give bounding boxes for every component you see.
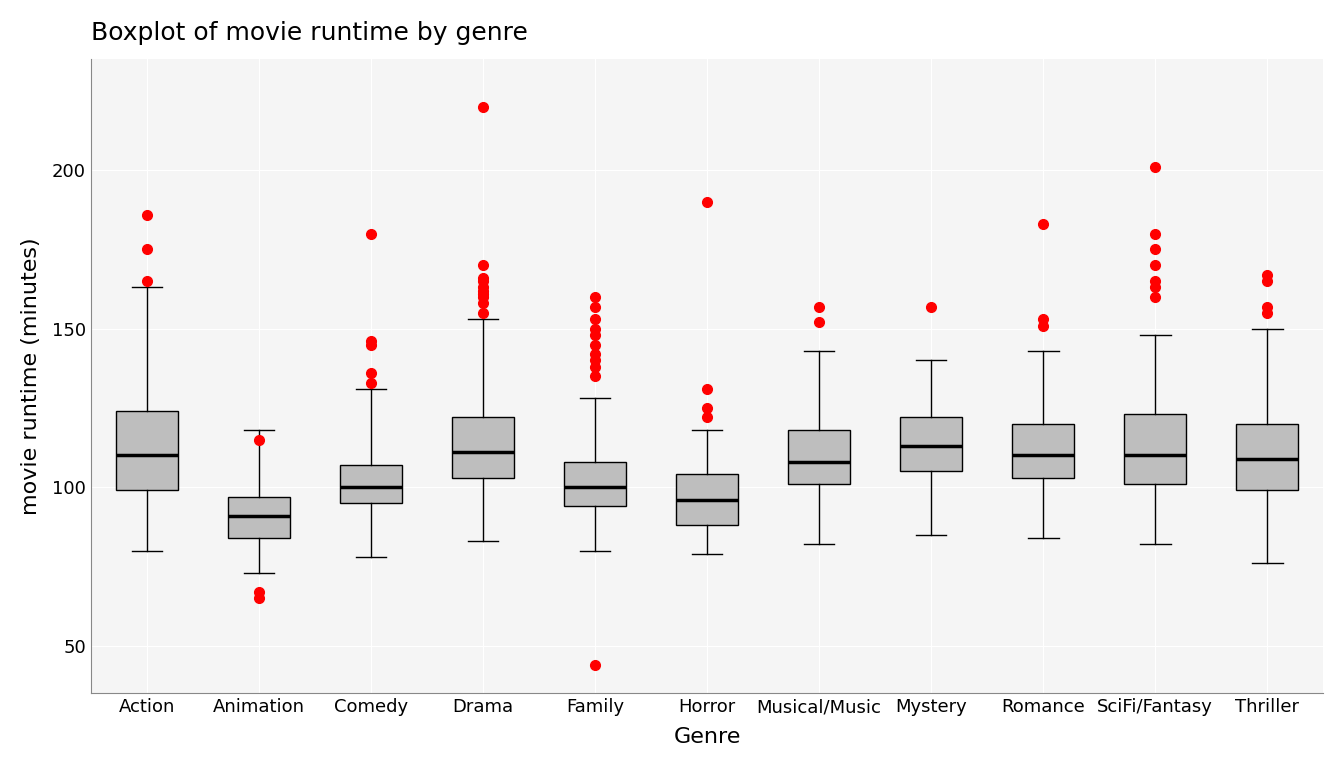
PathPatch shape: [564, 462, 626, 506]
PathPatch shape: [900, 418, 962, 472]
PathPatch shape: [1012, 424, 1074, 478]
PathPatch shape: [676, 475, 738, 525]
Y-axis label: movie runtime (minutes): movie runtime (minutes): [22, 237, 40, 515]
Text: Boxplot of movie runtime by genre: Boxplot of movie runtime by genre: [91, 21, 528, 45]
PathPatch shape: [228, 497, 290, 538]
PathPatch shape: [452, 418, 513, 478]
PathPatch shape: [1125, 414, 1185, 484]
PathPatch shape: [340, 465, 402, 503]
PathPatch shape: [789, 430, 849, 484]
X-axis label: Genre: Genre: [673, 727, 741, 747]
PathPatch shape: [116, 411, 177, 490]
PathPatch shape: [1236, 424, 1298, 490]
